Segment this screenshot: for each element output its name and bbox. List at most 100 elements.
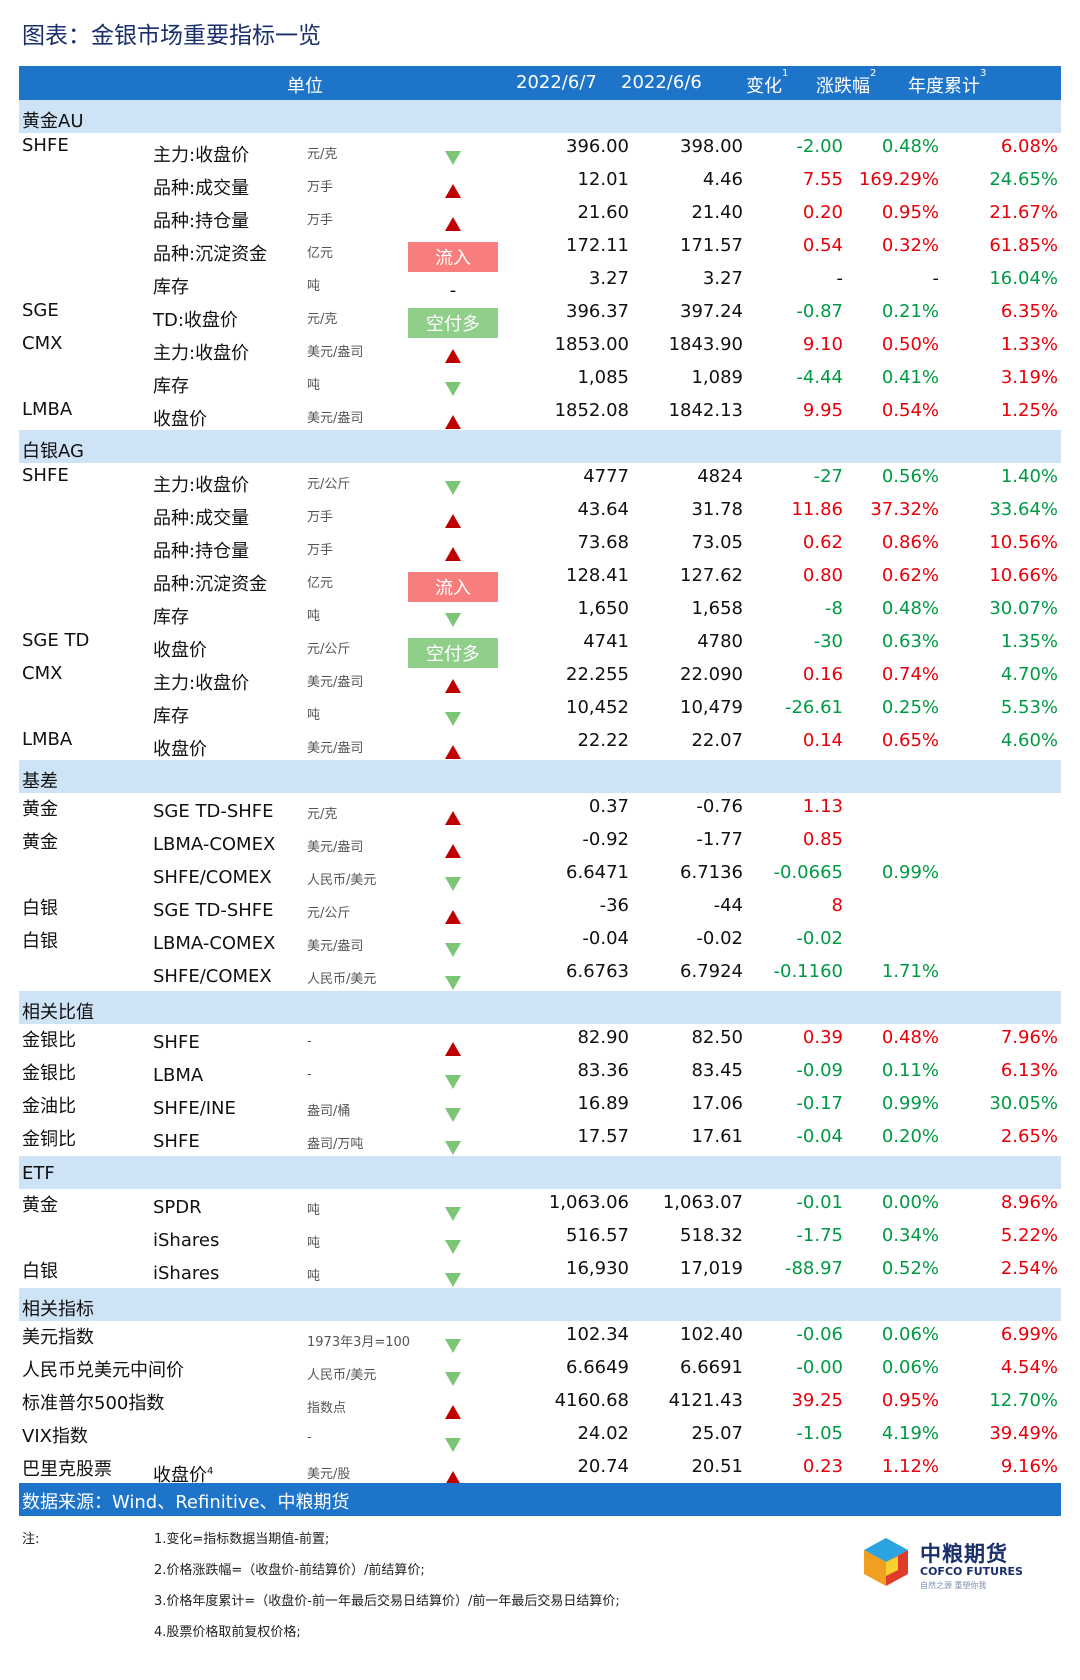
row-unit: - — [307, 1034, 312, 1049]
value-change: -0.0665 — [773, 862, 843, 883]
row-indicator: SGE TD-SHFE — [153, 900, 274, 921]
row-unit: 亿元 — [307, 246, 334, 261]
row-indicator-label: 主力:收盘价 — [153, 673, 250, 694]
value-pct: 37.32% — [870, 499, 939, 520]
value-pct: 0.99% — [881, 1093, 939, 1114]
value-current: 4160.68 — [554, 1390, 629, 1411]
row-signal — [408, 836, 498, 866]
row-unit: 美元/盎司 — [307, 345, 364, 360]
value-current: 6.6763 — [566, 961, 629, 982]
row-unit: 吨 — [307, 609, 321, 624]
value-pct: 0.48% — [881, 136, 939, 157]
table-row: 品种:沉淀资金 亿元 流入 128.41 127.62 0.80 0.62% 10.66% — [19, 562, 1061, 602]
row-category: CMX — [22, 333, 63, 354]
row-category: SHFE — [22, 135, 69, 156]
table-row: 白银 LBMA-COMEX 美元/盎司 -0.04 -0.02 -0.02 — [19, 925, 1061, 958]
section-header: 白银AG — [19, 430, 1061, 463]
value-current: 172.11 — [566, 235, 629, 256]
row-indicator-label: LBMA-COMEX — [153, 933, 276, 954]
up-arrow-icon — [445, 679, 461, 693]
row-signal — [408, 1463, 498, 1493]
table-row: 白银 iShares 吨 16,930 17,019 -88.97 0.52% 2.54% — [19, 1255, 1061, 1288]
row-signal — [408, 869, 498, 899]
value-change: 1.13 — [802, 796, 843, 817]
row-indicator-label: iShares — [153, 1263, 220, 1284]
value-ytd: 6.13% — [1000, 1060, 1058, 1081]
value-previous: 1843.90 — [668, 334, 743, 355]
value-pct: 0.62% — [881, 565, 939, 586]
table-row: VIX指数 - 24.02 25.07 -1.05 4.19% 39.49% — [19, 1420, 1061, 1453]
row-signal — [408, 1364, 498, 1394]
row-indicator: 品种:持仓量 — [153, 207, 249, 233]
table-row: SGE TD 收盘价 元/公斤 空付多 4741 4780 -30 0.63% 1.35% — [19, 628, 1061, 668]
row-signal: 流入 — [408, 572, 498, 602]
row-indicator-label: 品种:持仓量 — [153, 211, 250, 232]
value-previous: -44 — [713, 895, 743, 916]
value-change: 0.39 — [802, 1027, 843, 1048]
value-pct: 0.65% — [881, 730, 939, 751]
value-ytd: 4.60% — [1000, 730, 1058, 751]
down-arrow-icon — [445, 1207, 461, 1221]
value-ytd: 9.16% — [1000, 1456, 1058, 1477]
row-signal: 空付多 — [408, 638, 498, 668]
row-indicator: 库存 — [153, 372, 189, 398]
row-signal — [408, 902, 498, 932]
row-indicator-label: LBMA — [153, 1065, 204, 1086]
row-indicator: 收盘价 — [153, 735, 207, 761]
up-arrow-icon — [445, 1471, 461, 1485]
row-signal — [408, 803, 498, 833]
row-signal: 空付多 — [408, 308, 498, 338]
row-indicator: 收盘价 — [153, 405, 207, 431]
value-current: 16,930 — [566, 1258, 629, 1279]
row-category: 黄金 — [22, 799, 58, 820]
value-ytd: 4.70% — [1000, 664, 1058, 685]
down-arrow-icon — [445, 877, 461, 891]
row-indicator: SHFE/COMEX — [153, 966, 272, 987]
row-unit: 元/公斤 — [307, 477, 351, 492]
row-category: SGE TD — [22, 630, 90, 651]
signal-text: - — [449, 279, 457, 301]
value-previous: 1,089 — [691, 367, 743, 388]
row-indicator-label: 品种:成交量 — [153, 508, 250, 529]
row-indicator: 库存 — [153, 702, 189, 728]
value-previous: 127.62 — [680, 565, 743, 586]
value-pct: 1.12% — [881, 1456, 939, 1477]
value-previous: 17.06 — [691, 1093, 743, 1114]
row-indicator-label: SHFE — [153, 1032, 200, 1053]
row-indicator: 品种:成交量 — [153, 174, 249, 200]
row-indicator: 主力:收盘价 — [153, 141, 249, 167]
table-row: 白银 SGE TD-SHFE 元/公斤 -36 -44 8 — [19, 892, 1061, 925]
up-arrow-icon — [445, 415, 461, 429]
inflow-badge: 流入 — [408, 242, 498, 272]
row-indicator-label: 收盘价 — [153, 1465, 207, 1486]
value-previous: 6.6691 — [680, 1357, 743, 1378]
row-indicator-label: SHFE/COMEX — [153, 867, 272, 888]
value-pct: 1.71% — [881, 961, 939, 982]
value-pct: 0.99% — [881, 862, 939, 883]
row-signal — [408, 506, 498, 536]
row-indicator-label: 品种:持仓量 — [153, 541, 250, 562]
table-row: 金银比 LBMA - 83.36 83.45 -0.09 0.11% 6.13% — [19, 1057, 1061, 1090]
value-pct: 0.06% — [881, 1324, 939, 1345]
table-header: 单位 2022/6/7 2022/6/6 变化1 涨跌幅2 年度累计3 — [19, 66, 1061, 100]
value-previous: 4824 — [697, 466, 743, 487]
row-category: 金银比 — [22, 1030, 76, 1051]
up-arrow-icon — [445, 349, 461, 363]
table-row: 品种:沉淀资金 亿元 流入 172.11 171.57 0.54 0.32% 61.85% — [19, 232, 1061, 272]
value-current: 83.36 — [577, 1060, 629, 1081]
value-change: -30 — [813, 631, 843, 652]
header-ytd: 年度累计3 — [908, 68, 987, 97]
row-unit: 指数点 — [307, 1401, 347, 1416]
down-arrow-icon — [445, 382, 461, 396]
table-row: SHFE/COMEX 人民币/美元 6.6763 6.7924 -0.1160 1.71% — [19, 958, 1061, 991]
value-previous: 31.78 — [691, 499, 743, 520]
value-current: 1852.08 — [554, 400, 629, 421]
row-unit: 1973年3月=100 — [307, 1335, 411, 1350]
table-row: SHFE 主力:收盘价 元/公斤 4777 4824 -27 0.56% 1.40% — [19, 463, 1061, 496]
value-current: 396.37 — [566, 301, 629, 322]
table-row: 品种:成交量 万手 12.01 4.46 7.55 169.29% 24.65% — [19, 166, 1061, 199]
row-indicator: 品种:成交量 — [153, 504, 249, 530]
value-pct: 0.21% — [881, 301, 939, 322]
value-previous: 17.61 — [691, 1126, 743, 1147]
value-change: 0.20 — [802, 202, 843, 223]
